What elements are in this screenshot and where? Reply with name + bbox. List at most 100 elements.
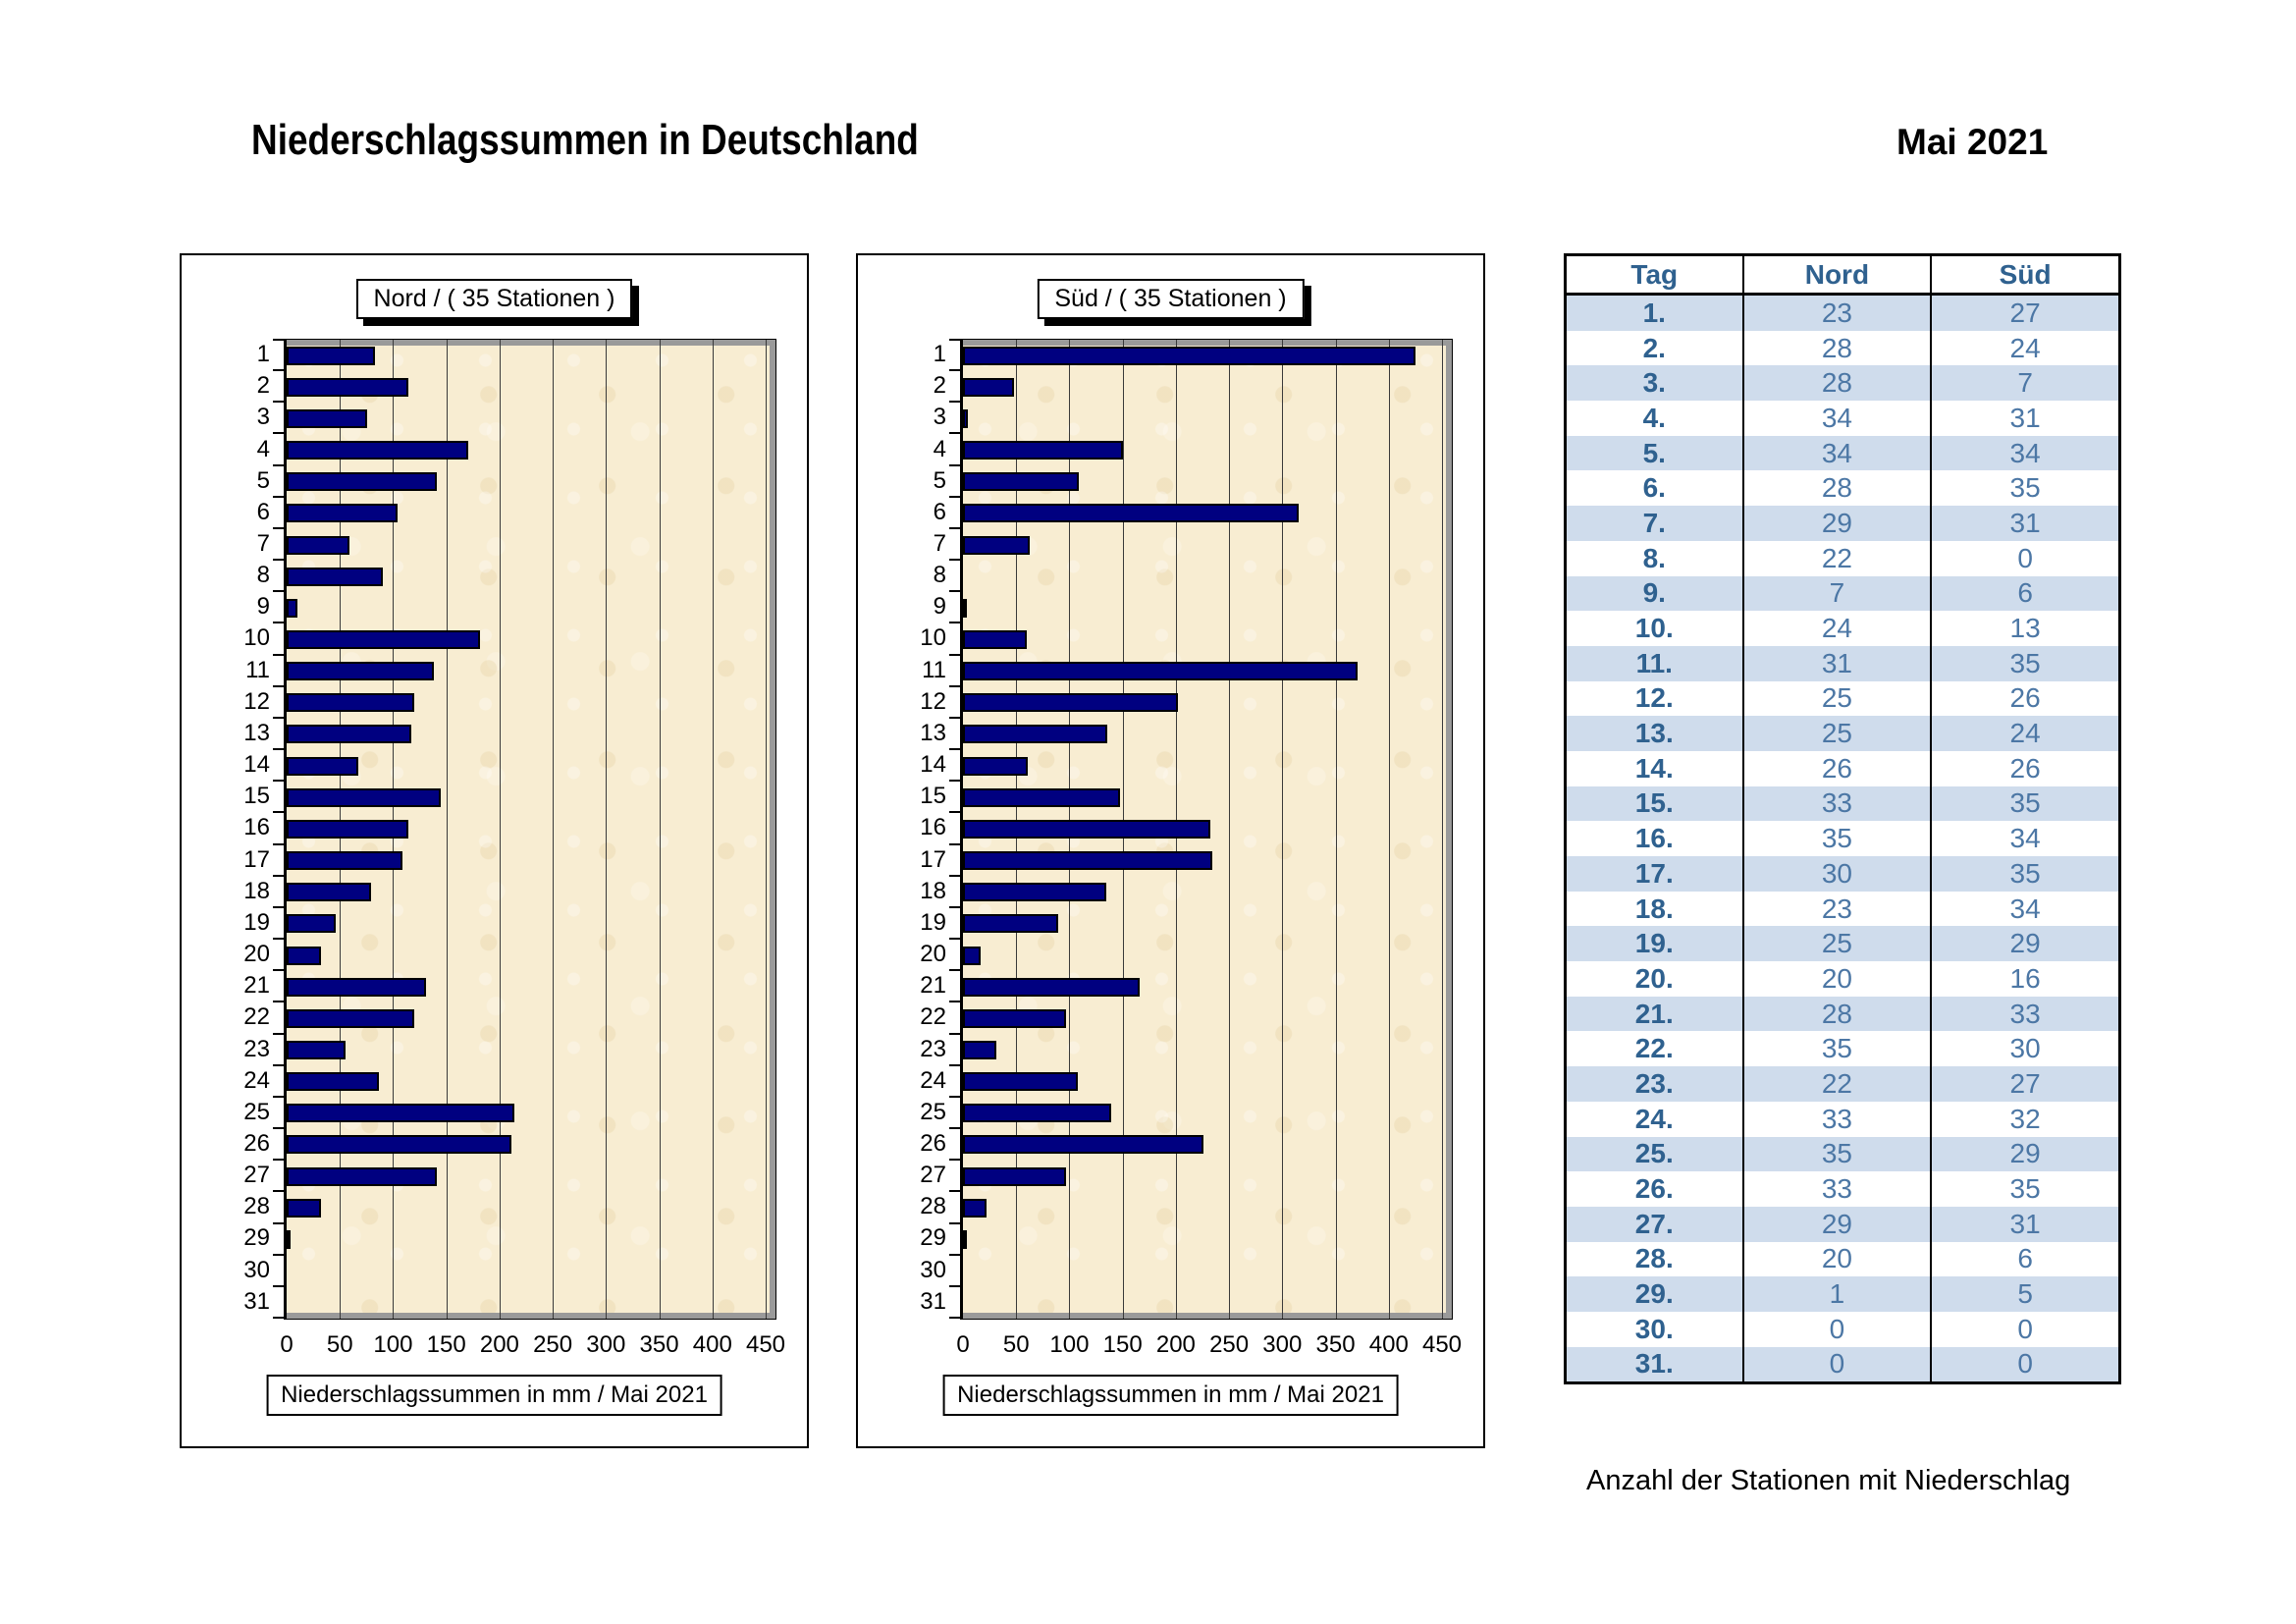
y-label-day-28: 28 <box>920 1193 946 1220</box>
table-footnote: Anzahl der Stationen mit Niederschlag <box>1586 1465 2071 1496</box>
y-label-day-22: 22 <box>243 1003 270 1031</box>
cell-nord: 24 <box>1741 611 1931 646</box>
cell-sued: 32 <box>1930 1101 2118 1137</box>
bar-day-26 <box>963 1135 1203 1155</box>
y-label-day-12: 12 <box>243 687 270 715</box>
bar-day-1 <box>963 346 1415 365</box>
y-label-day-1: 1 <box>256 341 270 368</box>
bar-row-day-17 <box>963 845 1452 877</box>
x-label-200: 200 <box>479 1331 519 1358</box>
table-row-day-21: 21. 28 33 <box>1567 996 2118 1032</box>
cell-sued: 6 <box>1930 1241 2118 1277</box>
cell-nord: 34 <box>1741 435 1931 471</box>
y-tick <box>273 1033 284 1035</box>
y-tick <box>273 1064 284 1066</box>
table-row-day-6: 6. 28 35 <box>1567 470 2118 507</box>
y-tick <box>273 1159 284 1161</box>
table-row-day-29: 29. 1 5 <box>1567 1276 2118 1312</box>
bar-row-day-3 <box>287 403 775 434</box>
table-row-day-3: 3. 28 7 <box>1567 365 2118 402</box>
cell-tag: 22. <box>1634 1033 1674 1064</box>
cell-sued: 35 <box>1930 645 2118 681</box>
table-row-day-1: 1. 23 27 <box>1567 296 2118 331</box>
y-label-day-21: 21 <box>243 972 270 1000</box>
y-tick <box>949 622 960 623</box>
y-tick <box>949 1064 960 1066</box>
bar-day-5 <box>287 472 437 492</box>
bar-day-11 <box>287 662 434 681</box>
y-label-day-17: 17 <box>920 845 946 873</box>
cell-sued: 30 <box>1930 1031 2118 1067</box>
cell-tag: 7. <box>1642 507 1666 538</box>
gridline-450 <box>1441 340 1443 1319</box>
y-tick <box>949 843 960 845</box>
bar-row-day-13 <box>287 719 775 750</box>
bar-day-24 <box>287 1072 379 1092</box>
y-tick <box>273 622 284 623</box>
cell-nord: 26 <box>1741 750 1931 786</box>
cell-sued: 5 <box>1930 1276 2118 1312</box>
bar-row-day-12 <box>287 687 775 719</box>
plot-area-nord <box>284 339 776 1320</box>
bar-row-day-20 <box>963 940 1452 971</box>
cell-nord: 22 <box>1741 540 1931 576</box>
cell-nord: 28 <box>1741 996 1931 1032</box>
y-tick <box>273 1317 284 1319</box>
table-row-day-19: 19. 25 29 <box>1567 926 2118 962</box>
y-label-day-19: 19 <box>243 908 270 936</box>
cell-sued: 31 <box>1930 401 2118 436</box>
gridline-400 <box>1388 340 1390 1319</box>
cell-tag: 24. <box>1634 1103 1674 1134</box>
bar-row-day-6 <box>963 498 1452 529</box>
y-tick <box>273 369 284 371</box>
y-label-day-20: 20 <box>920 941 946 968</box>
bar-day-17 <box>963 851 1212 871</box>
cell-sued: 29 <box>1930 926 2118 962</box>
y-label-day-4: 4 <box>933 435 946 462</box>
bar-day-2 <box>287 377 408 397</box>
cell-sued: 13 <box>1930 611 2118 646</box>
y-tick <box>949 1317 960 1319</box>
table-row-day-5: 5. 34 34 <box>1567 435 2118 471</box>
y-tick <box>273 906 284 908</box>
cell-tag: 13. <box>1634 718 1674 749</box>
bar-day-25 <box>963 1104 1111 1123</box>
cell-tag: 28. <box>1634 1243 1674 1274</box>
cell-sued: 31 <box>1930 1206 2118 1242</box>
table-row-day-15: 15. 33 35 <box>1567 785 2118 822</box>
y-label-day-6: 6 <box>256 498 270 525</box>
y-label-day-27: 27 <box>920 1162 946 1189</box>
cell-sued: 24 <box>1930 716 2118 751</box>
bar-day-12 <box>287 693 414 713</box>
bar-day-20 <box>287 946 321 965</box>
cell-tag: 11. <box>1635 647 1673 678</box>
bar-row-day-25 <box>963 1098 1452 1129</box>
y-label-day-29: 29 <box>243 1224 270 1252</box>
gridline-350 <box>1335 340 1337 1319</box>
bar-row-day-11 <box>287 656 775 687</box>
x-label-250: 250 <box>1209 1331 1250 1358</box>
bar-day-20 <box>963 946 981 965</box>
y-tick <box>949 1096 960 1098</box>
y-label-day-16: 16 <box>243 814 270 841</box>
y-label-day-7: 7 <box>933 530 946 558</box>
bar-row-day-5 <box>287 466 775 498</box>
cell-tag: 26. <box>1634 1173 1674 1205</box>
table-row-day-23: 23. 22 27 <box>1567 1066 2118 1102</box>
cell-sued: 35 <box>1930 470 2118 507</box>
table-row-day-7: 7. 29 31 <box>1567 506 2118 541</box>
y-label-day-14: 14 <box>243 751 270 779</box>
y-tick <box>273 748 284 750</box>
y-tick <box>949 717 960 719</box>
cell-nord: 33 <box>1741 1171 1931 1207</box>
y-label-day-7: 7 <box>256 530 270 558</box>
bar-day-29 <box>287 1229 291 1249</box>
y-label-day-11: 11 <box>245 656 270 683</box>
cell-nord: 35 <box>1741 821 1931 856</box>
y-label-day-18: 18 <box>920 877 946 904</box>
bar-row-day-21 <box>963 971 1452 1002</box>
bar-day-4 <box>963 441 1123 460</box>
cell-nord: 30 <box>1741 856 1931 892</box>
x-label-100: 100 <box>373 1331 413 1358</box>
y-tick <box>273 464 284 466</box>
